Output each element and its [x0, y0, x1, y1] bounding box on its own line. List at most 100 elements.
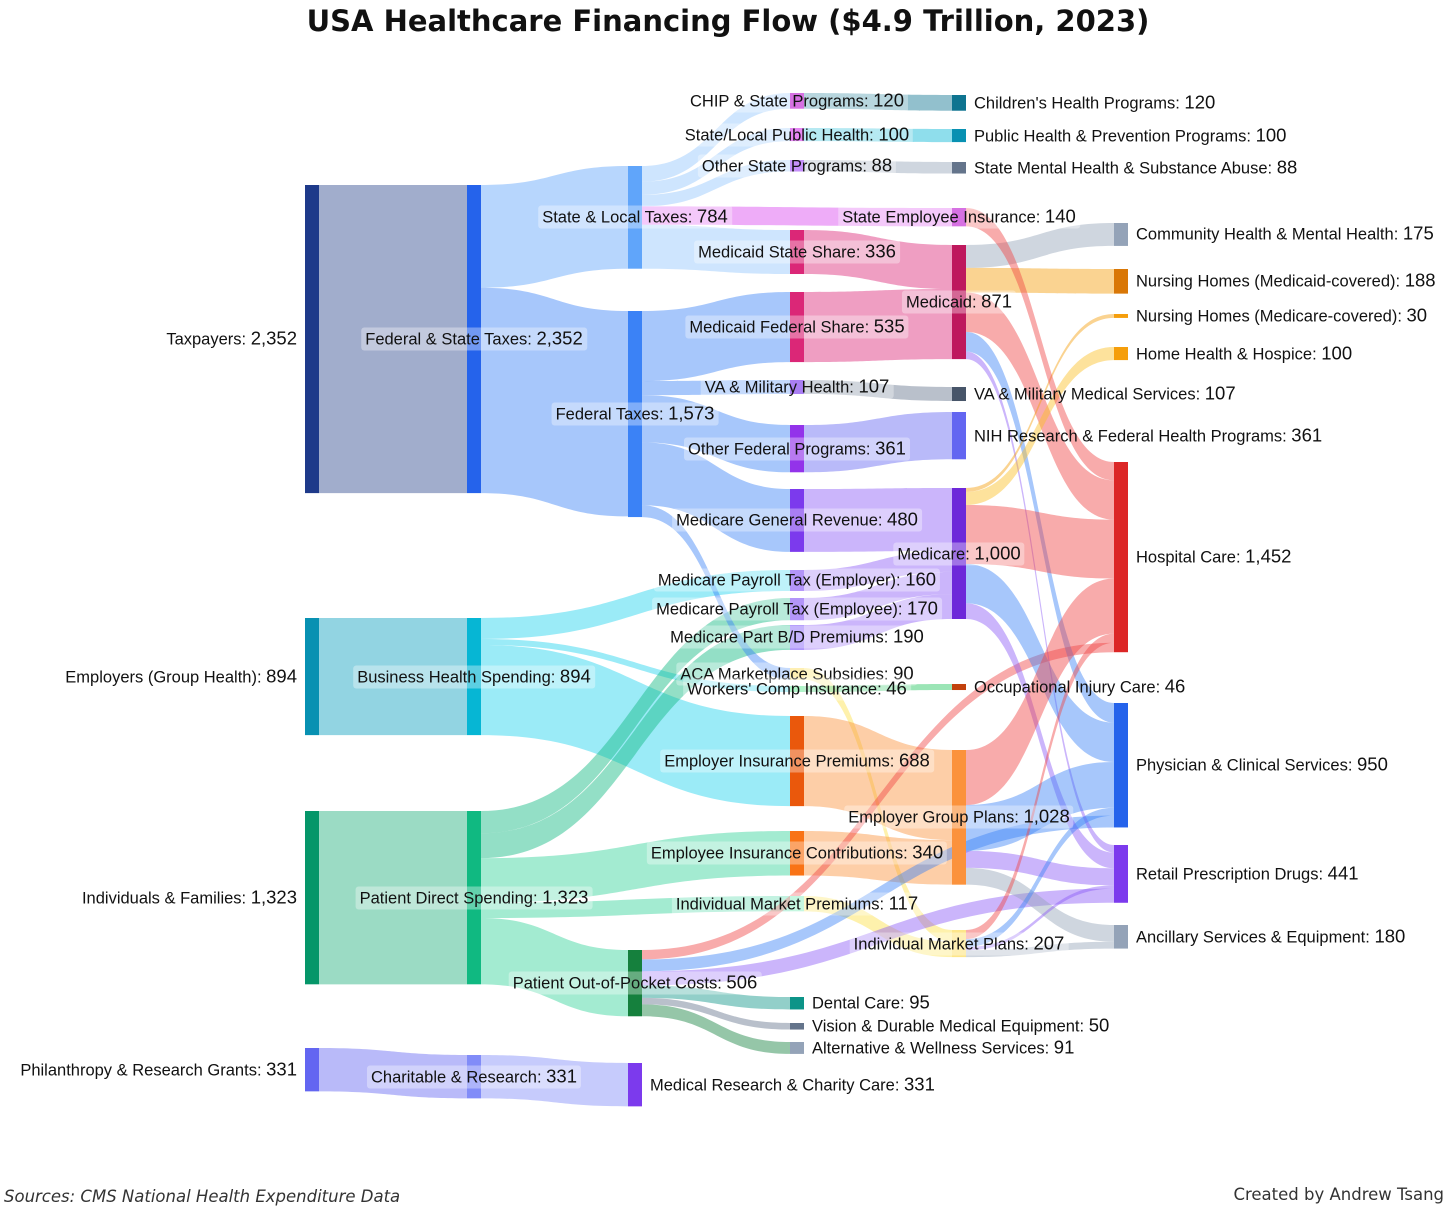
node-bar[interactable]	[305, 811, 319, 985]
node-bar[interactable]	[790, 598, 804, 621]
flow-link[interactable]	[804, 488, 952, 552]
node-bar[interactable]	[628, 311, 642, 518]
node-bar[interactable]	[790, 831, 804, 876]
flow-link[interactable]	[481, 570, 790, 639]
node-bar[interactable]	[790, 160, 804, 172]
flow-link[interactable]	[642, 888, 1114, 986]
node-bar[interactable]	[1114, 269, 1128, 294]
flow-link[interactable]	[642, 395, 790, 473]
flow-link[interactable]	[966, 807, 1114, 948]
flow-link[interactable]	[481, 918, 628, 1017]
node-bar[interactable]	[790, 425, 804, 473]
node-bar[interactable]	[305, 1048, 319, 1092]
flow-link[interactable]	[966, 208, 1114, 481]
flow-link[interactable]	[966, 885, 1114, 951]
flow-link[interactable]	[481, 166, 628, 288]
flow-link[interactable]	[642, 815, 1114, 972]
flow-link[interactable]	[642, 505, 790, 680]
node-bar[interactable]	[628, 166, 642, 269]
flow-link[interactable]	[319, 811, 467, 985]
node-bar[interactable]	[628, 1063, 642, 1107]
node-bar[interactable]	[1114, 845, 1128, 903]
flow-link[interactable]	[966, 603, 1114, 869]
flow-link[interactable]	[642, 292, 790, 382]
flow-link[interactable]	[804, 128, 952, 143]
node-bar[interactable]	[1114, 314, 1128, 318]
flow-link[interactable]	[966, 850, 1114, 886]
flow-link[interactable]	[804, 896, 952, 958]
flow-link[interactable]	[481, 638, 790, 693]
node-bar[interactable]	[1114, 223, 1128, 246]
node-bar[interactable]	[952, 930, 966, 958]
node-bar[interactable]	[790, 489, 804, 552]
node-bar[interactable]	[305, 185, 319, 494]
node-bar[interactable]	[952, 412, 966, 460]
node-bar[interactable]	[467, 811, 481, 985]
flow-link[interactable]	[642, 642, 1114, 960]
node-bar[interactable]	[790, 93, 804, 109]
flow-link[interactable]	[966, 633, 1114, 940]
node-bar[interactable]	[790, 230, 804, 275]
node-bar[interactable]	[952, 488, 966, 619]
node-bar[interactable]	[1114, 462, 1128, 653]
flow-link[interactable]	[804, 716, 952, 841]
flow-link[interactable]	[966, 505, 1114, 579]
flow-link[interactable]	[642, 93, 790, 182]
node-bar[interactable]	[1114, 347, 1128, 361]
flow-link[interactable]	[481, 287, 628, 517]
flow-link[interactable]	[966, 867, 1114, 942]
flow-link[interactable]	[804, 289, 952, 363]
node-bar[interactable]	[952, 95, 966, 111]
flow-link[interactable]	[642, 985, 790, 1010]
node-bar[interactable]	[790, 997, 804, 1010]
node-bar[interactable]	[790, 1023, 804, 1030]
flow-link[interactable]	[966, 223, 1114, 268]
node-bar[interactable]	[467, 1055, 481, 1099]
flow-link[interactable]	[966, 578, 1114, 806]
node-bar[interactable]	[952, 208, 966, 227]
flow-link[interactable]	[481, 831, 790, 903]
flow-link[interactable]	[804, 412, 952, 473]
flow-link[interactable]	[804, 230, 952, 290]
node-bar[interactable]	[790, 292, 804, 363]
node-bar[interactable]	[790, 380, 804, 395]
flow-link[interactable]	[804, 550, 952, 591]
flow-link[interactable]	[319, 1048, 467, 1099]
node-bar[interactable]	[790, 570, 804, 591]
node-bar[interactable]	[952, 162, 966, 174]
flow-link[interactable]	[319, 185, 467, 494]
flow-link[interactable]	[804, 668, 952, 942]
node-bar[interactable]	[790, 686, 804, 693]
flow-link[interactable]	[804, 160, 952, 174]
node-bar[interactable]	[467, 185, 481, 494]
flow-link[interactable]	[642, 442, 790, 552]
flow-link[interactable]	[319, 618, 467, 736]
node-bar[interactable]	[952, 387, 966, 402]
flow-link[interactable]	[966, 292, 1114, 520]
flow-link[interactable]	[966, 314, 1114, 492]
flow-link[interactable]	[966, 761, 1114, 851]
flow-link[interactable]	[804, 93, 952, 111]
flow-link[interactable]	[804, 831, 952, 885]
flow-link[interactable]	[966, 563, 1114, 762]
flow-link[interactable]	[966, 347, 1114, 506]
node-bar[interactable]	[1114, 925, 1128, 949]
flow-link[interactable]	[642, 380, 790, 396]
node-bar[interactable]	[952, 684, 966, 691]
node-bar[interactable]	[952, 245, 966, 360]
flow-link[interactable]	[481, 896, 790, 919]
flow-link[interactable]	[642, 224, 790, 275]
node-bar[interactable]	[790, 1042, 804, 1054]
node-bar[interactable]	[952, 750, 966, 885]
node-bar[interactable]	[467, 618, 481, 736]
flow-link[interactable]	[966, 941, 1114, 958]
node-bar[interactable]	[952, 129, 966, 143]
flow-link[interactable]	[481, 598, 790, 834]
flow-link[interactable]	[966, 267, 1114, 294]
flow-link[interactable]	[481, 625, 790, 859]
flow-link[interactable]	[804, 594, 952, 650]
node-bar[interactable]	[790, 896, 804, 912]
flow-link[interactable]	[966, 331, 1114, 723]
flow-link[interactable]	[966, 351, 1114, 853]
flow-link[interactable]	[642, 1004, 790, 1054]
